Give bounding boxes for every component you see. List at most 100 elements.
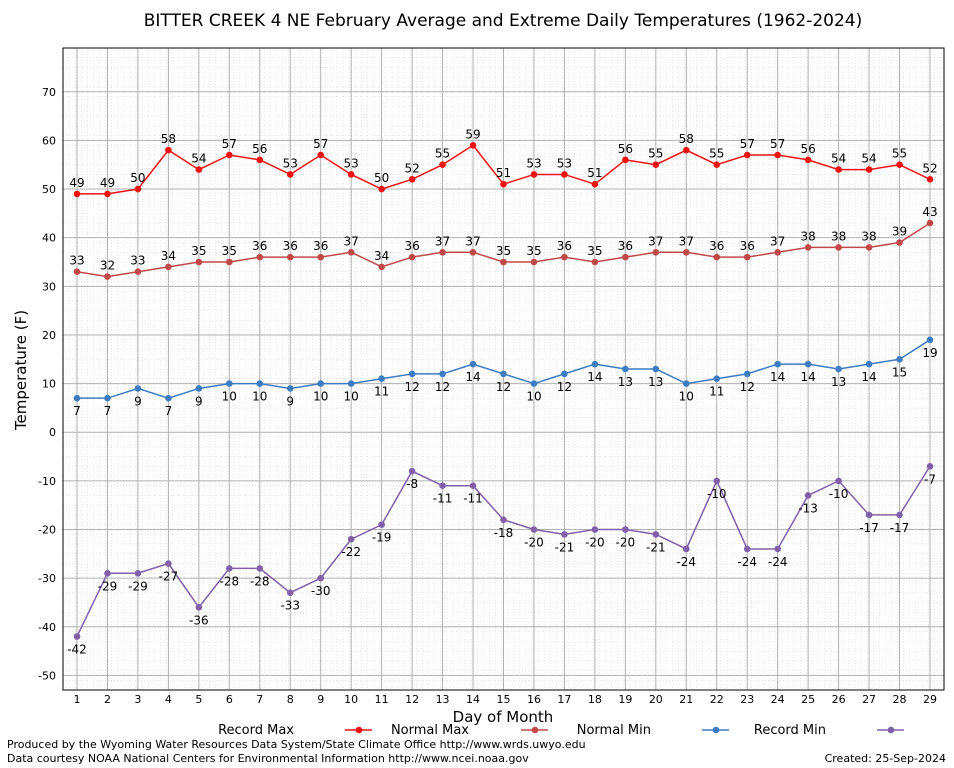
data-point-normal-min [926,336,934,344]
data-point-normal-min [682,380,690,387]
data-point-normal-min [73,394,81,402]
data-point-record-max [530,171,538,178]
legend-swatch-marker [712,726,720,734]
data-label-normal-max: 35 [222,244,237,258]
data-point-normal-max [713,253,721,261]
data-point-normal-max [469,248,477,256]
legend: Record Max Normal Max Normal Min Record Min [218,723,904,738]
data-label-record-min: -21 [555,540,575,554]
data-label-record-min: -10 [829,487,849,501]
data-label-record-max: 55 [648,147,663,161]
created-date: Created: 25-Sep-2024 [825,752,946,765]
data-point-normal-min [500,370,507,378]
data-point-record-min [347,535,355,543]
data-point-normal-max [378,263,385,271]
data-point-record-min [622,526,629,533]
data-point-record-min [561,531,568,538]
data-label-normal-min: 12 [496,380,511,394]
data-label-normal-max: 35 [496,244,511,258]
data-label-normal-max: 35 [526,244,541,258]
data-point-record-max [500,180,507,188]
data-label-normal-max: 38 [801,229,816,243]
y-tick-label: 70 [42,86,56,99]
data-point-normal-max [500,258,507,266]
data-point-normal-min [652,365,660,373]
data-point-record-max [622,156,629,164]
y-tick-label: -30 [38,572,56,585]
data-point-record-max [347,171,355,178]
data-label-record-min: -10 [707,487,727,501]
data-label-record-max: 54 [191,152,206,166]
x-axis-ticks: 1 2 3 4 5 6 7 8 9 10 11 12 13 14 15 16 17 18 19 20 21 22 23 24 2… [74,693,938,706]
data-label-normal-min: 7 [104,404,112,418]
data-label-record-max: 53 [344,156,359,170]
data-label-record-min: -36 [189,613,209,627]
data-label-normal-min: 9 [286,394,294,408]
x-tick-label: 15 [497,693,511,706]
data-label-record-max: 55 [435,147,450,161]
y-tick-label: 10 [42,378,56,391]
data-label-record-min: -24 [737,555,757,569]
data-label-record-min: -17 [890,521,910,535]
data-label-record-max: 52 [922,161,937,175]
data-point-record-max [104,190,111,198]
data-point-normal-max [682,248,690,256]
data-point-normal-min [226,380,233,387]
x-tick-label: 9 [317,693,324,706]
data-label-record-max: 49 [69,176,84,190]
x-tick-label: 29 [923,693,937,706]
credit-line-1: Produced by the Wyoming Water Resources … [7,738,586,751]
x-tick-label: 1 [74,693,81,706]
data-point-normal-min [865,360,873,368]
data-point-normal-max [439,248,446,256]
data-label-record-min: -11 [463,492,483,506]
data-point-normal-max [317,253,325,261]
data-label-normal-max: 37 [679,234,694,248]
y-tick-label: 30 [42,280,56,293]
data-label-normal-max: 36 [618,239,633,253]
credit-line-2: Data courtesy NOAA National Centers for … [7,752,529,765]
data-point-record-min [317,574,325,582]
data-label-normal-min: 9 [195,394,203,408]
data-point-record-max [165,146,172,154]
data-point-record-min [378,521,385,528]
data-label-normal-max: 32 [100,259,115,273]
data-point-record-max [317,151,325,159]
data-label-normal-min: 19 [922,346,937,360]
data-label-record-max: 57 [740,137,755,151]
data-point-normal-min [713,375,721,383]
data-label-record-min: -20 [585,536,605,550]
legend-label: Record Max [218,723,294,738]
data-label-record-min: -8 [406,477,418,491]
data-label-record-max: 57 [313,137,328,151]
data-point-normal-min [530,380,538,387]
data-label-normal-max: 36 [557,239,572,253]
data-point-normal-max [134,268,142,276]
data-point-record-max [256,156,264,164]
data-label-normal-min: 12 [740,380,755,394]
data-label-record-min: -18 [494,526,514,540]
data-label-record-max: 58 [161,132,176,146]
data-point-record-max [469,141,477,149]
data-point-record-max [774,151,781,159]
data-point-record-min [439,482,446,490]
data-label-record-max: 50 [130,171,145,185]
data-label-record-min: -20 [616,536,636,550]
data-label-normal-min: 12 [557,380,572,394]
data-label-normal-max: 37 [465,234,480,248]
data-point-record-max [713,161,721,169]
data-point-normal-min [743,370,751,378]
data-label-normal-max: 36 [283,239,298,253]
data-point-normal-min [439,370,446,378]
data-label-record-max: 52 [404,161,419,175]
data-label-record-max: 56 [801,142,816,156]
data-point-record-max [652,161,660,169]
y-tick-label: 0 [49,426,56,439]
data-point-record-max [195,166,203,173]
data-point-record-min [104,569,111,577]
data-label-normal-min: 12 [435,380,450,394]
plot-frame [62,47,945,691]
data-label-normal-min: 10 [526,390,541,404]
data-point-record-min [134,569,142,577]
data-point-normal-min [286,385,294,392]
